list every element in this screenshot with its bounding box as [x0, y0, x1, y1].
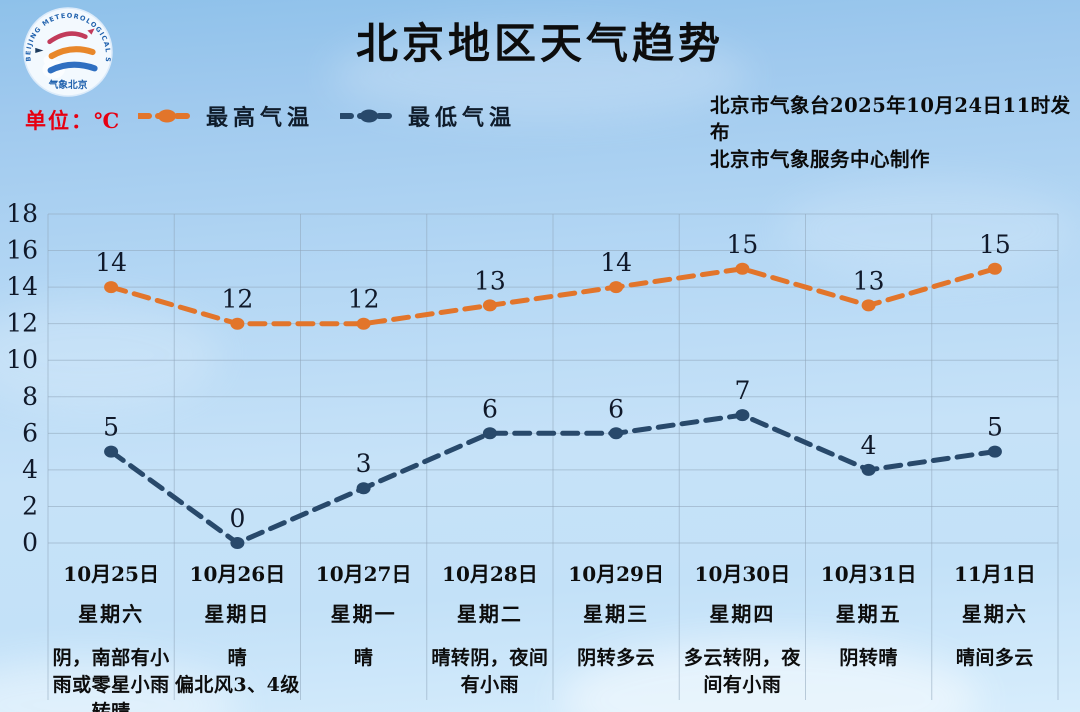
data-point	[482, 299, 497, 312]
legend-item-max-temp: 最高气温	[138, 100, 314, 132]
date-label: 10月28日	[442, 562, 538, 586]
data-point	[230, 317, 245, 330]
value-label: 0	[229, 504, 245, 533]
day-column: 10月26日 星期日 晴偏北风3、4级	[174, 548, 300, 712]
value-label: 15	[726, 230, 758, 259]
y-tick-label: 0	[22, 528, 38, 557]
data-point	[482, 427, 497, 440]
value-label: 14	[600, 248, 632, 277]
issue-line-1: 北京市气象台2025年10月24日11时发布	[710, 94, 1071, 144]
page-title: 北京地区天气趋势	[355, 19, 724, 68]
data-point	[104, 281, 119, 294]
y-tick-label: 16	[6, 236, 38, 265]
logo-swoosh-red	[47, 31, 88, 45]
value-label: 5	[987, 413, 1003, 442]
logo-swoosh-orange	[48, 46, 96, 60]
value-label: 3	[356, 449, 372, 478]
max-temp-line-swatch	[138, 109, 196, 123]
min-temp-line-swatch	[340, 109, 399, 123]
data-point	[861, 299, 876, 312]
date-label: 10月30日	[694, 562, 791, 586]
data-point	[356, 482, 371, 495]
weekday-label: 星期一	[330, 602, 397, 626]
issue-line-2: 北京市气象服务中心制作	[710, 148, 931, 171]
data-point	[230, 537, 245, 549]
value-label: 7	[734, 376, 750, 405]
date-label: 11月1日	[954, 562, 1036, 586]
date-label: 10月31日	[820, 562, 917, 586]
weekday-label: 星期六	[78, 602, 145, 626]
date-label: 10月29日	[568, 562, 664, 586]
value-label: 12	[348, 285, 380, 314]
weekday-label: 星期日	[204, 602, 271, 626]
y-tick-label: 14	[6, 272, 38, 301]
value-label: 6	[608, 394, 624, 423]
weather-desc: 多云转阴，夜 间有小雨	[683, 647, 801, 696]
data-point	[735, 262, 750, 275]
weather-desc: 晴间多云	[955, 647, 1034, 669]
value-label: 4	[861, 431, 877, 460]
weekday-label: 星期三	[583, 602, 650, 626]
temperature-trend-chart: 0 2 4 6 8 10 12 14 16 18 14 12 12 13 14 15 13 15 5 0 3 6 6 7 4 5	[6, 199, 1059, 700]
data-point	[609, 281, 624, 294]
weekday-label: 星期六	[961, 602, 1028, 626]
value-label: 6	[482, 394, 498, 423]
value-label: 13	[474, 266, 506, 295]
y-tick-label: 10	[6, 345, 38, 374]
day-column: 10月29日 星期三 阴转多云	[553, 548, 679, 712]
value-label: 5	[103, 413, 119, 442]
legend-label-max-temp: 最高气温	[206, 105, 315, 131]
x-axis-labels: 10月25日 星期六 阴，南部有小 雨或零星小雨 转晴 10月26日 星期日 晴偏北…	[48, 548, 1058, 712]
unit-label: 单位：℃	[25, 108, 122, 133]
logo-bottom-text: 气象北京	[48, 78, 88, 91]
day-column: 10月25日 星期六 阴，南部有小 雨或零星小雨 转晴	[48, 548, 174, 712]
logo-bird-icon	[87, 28, 95, 35]
legend-label-min-temp: 最低气温	[408, 105, 517, 131]
value-label: 14	[95, 248, 127, 277]
weather-desc: 阴转晴	[839, 647, 898, 669]
weekday-label: 星期四	[709, 602, 776, 626]
data-point	[609, 427, 624, 440]
data-point	[356, 317, 371, 330]
weekday-label: 星期二	[456, 602, 523, 626]
weather-desc: 晴偏北风3、4级	[174, 647, 300, 696]
weather-desc: 阴转多云	[577, 647, 656, 669]
date-label: 10月25日	[63, 562, 159, 586]
data-point	[987, 262, 1002, 275]
date-label: 10月27日	[315, 562, 412, 586]
date-label: 10月26日	[189, 562, 286, 586]
weather-desc: 阴，南部有小 雨或零星小雨 转晴	[52, 647, 170, 712]
series-line-min	[108, 412, 998, 546]
y-tick-label: 12	[6, 309, 38, 338]
value-label: 13	[853, 266, 885, 295]
y-tick-label: 6	[22, 418, 38, 447]
data-point	[987, 445, 1002, 458]
day-column: 10月30日 星期四 多云转阴，夜 间有小雨	[679, 548, 805, 712]
day-column: 10月31日 星期五 阴转晴	[806, 548, 932, 712]
weather-desc: 晴	[353, 647, 374, 669]
value-label: 12	[221, 285, 253, 314]
issue-info: 北京市气象台2025年10月24日11时发布 北京市气象服务中心制作	[710, 92, 1080, 173]
day-column: 11月1日 星期六 晴间多云	[932, 548, 1058, 712]
chart-legend: 最高气温 最低气温	[138, 100, 516, 132]
y-tick-label: 4	[22, 455, 38, 484]
data-point	[735, 409, 750, 422]
day-column: 10月27日 星期一 晴	[301, 548, 427, 712]
y-tick-label: 18	[6, 199, 38, 228]
series-line-max	[108, 266, 998, 327]
value-label: 15	[979, 230, 1011, 259]
data-point	[861, 463, 876, 476]
weather-desc: 晴转阴，夜间 有小雨	[431, 647, 549, 696]
logo-swoosh-blue	[47, 61, 98, 74]
y-tick-label: 2	[22, 491, 38, 520]
weekday-label: 星期五	[835, 602, 902, 626]
day-column: 10月28日 星期二 晴转阴，夜间 有小雨	[427, 548, 553, 712]
meteorological-service-logo: BEIJING METEOROLOGICAL SERVICE 气象北京	[22, 6, 113, 97]
legend-item-min-temp: 最低气温	[340, 100, 516, 132]
logo-bird-icon	[35, 47, 44, 54]
y-tick-label: 8	[22, 382, 38, 411]
data-point	[104, 445, 119, 458]
